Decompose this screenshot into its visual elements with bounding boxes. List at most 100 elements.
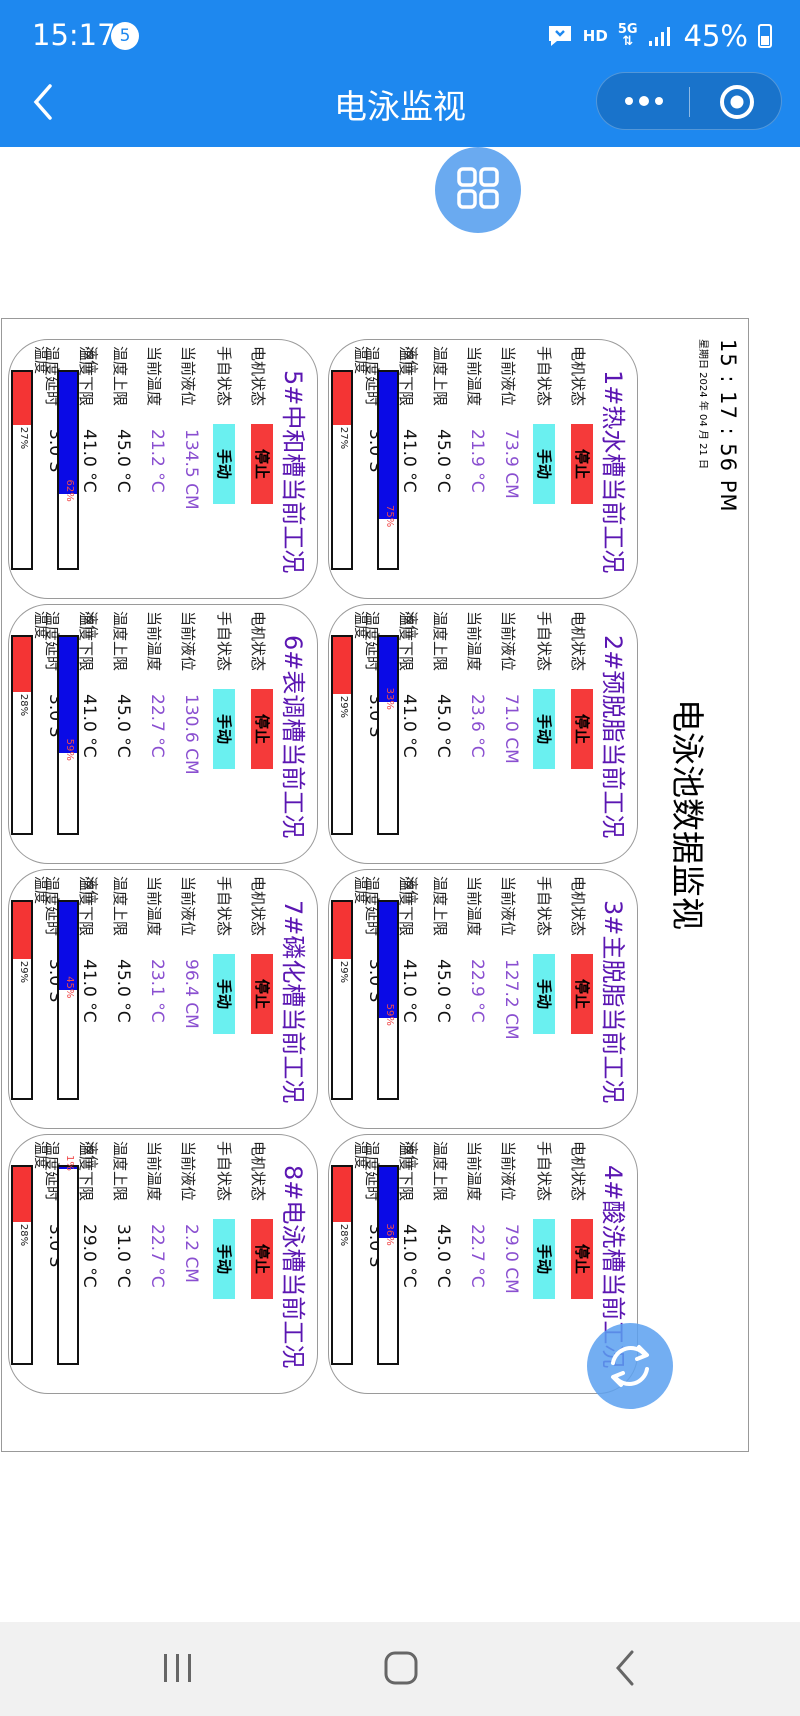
mode-label: 手自状态 [215, 876, 233, 937]
temp-lower-value: 41.0 °C [79, 694, 99, 758]
motor-status-tag: 停止 [251, 954, 273, 1034]
refresh-icon [611, 1345, 649, 1387]
tank-card: 5#中和槽当前工况 电机状态 停止 手自状态 手动 当前液位 134.5 CM 当前温度 21.… [8, 339, 318, 599]
temp-lower-value: 41.0 °C [79, 429, 99, 493]
tank-title: 8#电泳槽当前工况 [279, 1165, 307, 1369]
temp-bar-label: 温度 [32, 611, 48, 639]
tank-card: 3#主脱脂当前工况 电机状态 停止 手自状态 手动 当前液位 127.2 CM 当前温度 22.… [328, 869, 638, 1129]
tank-card: 8#电泳槽当前工况 电机状态 停止 手自状态 手动 当前液位 2.2 CM 当前温度 22.7 … [8, 1134, 318, 1394]
level-bar: 75% [377, 370, 399, 570]
back-icon[interactable] [604, 1646, 648, 1690]
temp-label: 当前温度 [145, 611, 163, 672]
temp-value: 22.7 °C [147, 694, 167, 758]
temp-bar-fill [333, 1167, 351, 1222]
home-icon[interactable] [379, 1646, 423, 1690]
level-label: 当前液位 [499, 876, 517, 937]
level-percent: 36% [384, 1223, 395, 1246]
temp-bar-label: 温度 [352, 611, 368, 639]
mode-status-tag: 手动 [213, 954, 235, 1034]
temp-bar-fill [333, 637, 351, 694]
mode-label: 手自状态 [535, 1141, 553, 1202]
tank-title: 6#表调槽当前工况 [279, 635, 307, 839]
mode-label: 手自状态 [215, 346, 233, 407]
level-label: 当前液位 [179, 1141, 197, 1202]
temp-lower-value: 41.0 °C [399, 429, 419, 493]
mini-program-capsule [596, 72, 782, 130]
temp-percent: 27% [18, 426, 29, 450]
upper-label: 温度上限 [431, 1141, 449, 1202]
temp-upper-value: 45.0 °C [433, 429, 453, 493]
mode-status-tag: 手动 [533, 424, 555, 504]
mode-label: 手自状态 [535, 876, 553, 937]
motor-label: 电机状态 [249, 1141, 267, 1202]
motor-status-tag: 停止 [571, 689, 593, 769]
motor-label: 电机状态 [569, 346, 587, 407]
temp-bar: 29% [11, 900, 33, 1100]
temp-label: 当前温度 [465, 611, 483, 672]
level-bar-label: 液位 [402, 1141, 418, 1169]
temp-label: 当前温度 [465, 1141, 483, 1202]
chat-notify-icon [548, 26, 571, 46]
mode-status-tag: 手动 [213, 424, 235, 504]
mode-status-tag: 手动 [533, 1219, 555, 1299]
level-bar-fill [379, 902, 397, 1018]
motor-label: 电机状态 [249, 876, 267, 937]
temp-bar-label: 温度 [32, 1141, 48, 1169]
motor-status-tag: 停止 [251, 689, 273, 769]
grid-menu-button[interactable] [435, 147, 521, 233]
upper-label: 温度上限 [431, 876, 449, 937]
temp-percent: 27% [338, 426, 349, 450]
tank-title: 7#磷化槽当前工况 [279, 900, 307, 1104]
temp-value: 22.7 °C [467, 1224, 487, 1288]
temp-percent: 28% [18, 1223, 29, 1247]
tank-card: 6#表调槽当前工况 电机状态 停止 手自状态 手动 当前液位 130.6 CM 当前温度 22.… [8, 604, 318, 864]
level-value: 79.0 CM [501, 1224, 521, 1294]
motor-label: 电机状态 [569, 1141, 587, 1202]
level-label: 当前液位 [179, 611, 197, 672]
temp-lower-value: 41.0 °C [399, 1224, 419, 1288]
level-percent: 59% [384, 1003, 395, 1026]
more-dots-icon[interactable] [621, 83, 667, 119]
motor-status-tag: 停止 [571, 1219, 593, 1299]
temp-upper-value: 45.0 °C [433, 694, 453, 758]
grid-icon [457, 167, 499, 209]
date: 星期日 2024 年 04 月 21 日 [697, 339, 708, 469]
level-value: 2.2 CM [181, 1224, 201, 1283]
level-bar-label: 液位 [402, 876, 418, 904]
temp-bar-fill [333, 372, 351, 425]
level-bar: 33% [377, 635, 399, 835]
temp-bar-fill [333, 902, 351, 959]
level-bar-label: 液位 [402, 611, 418, 639]
temp-bar-fill [13, 1167, 31, 1222]
tank-title: 2#预脱脂当前工况 [599, 635, 627, 839]
level-bar: 59% [57, 635, 79, 835]
upper-label: 温度上限 [111, 346, 129, 407]
temp-bar: 27% [11, 370, 33, 570]
target-icon[interactable] [719, 84, 755, 120]
mode-label: 手自状态 [535, 611, 553, 672]
motor-status-tag: 停止 [251, 424, 273, 504]
refresh-button[interactable] [587, 1323, 673, 1409]
temp-lower-value: 41.0 °C [79, 959, 99, 1023]
level-percent: 1% [64, 1154, 75, 1171]
level-label: 当前液位 [499, 1141, 517, 1202]
recent-apps-icon[interactable] [156, 1646, 200, 1690]
system-nav-bar [0, 1622, 800, 1716]
level-label: 当前液位 [499, 611, 517, 672]
dashboard-frame: 15 : 17 : 56 PM 星期日 2024 年 04 月 21 日 电泳池… [1, 318, 749, 1452]
page-title: 电泳监视 [334, 87, 466, 126]
mode-status-tag: 手动 [213, 689, 235, 769]
temp-upper-value: 31.0 °C [113, 1224, 133, 1288]
network-type: 5G ⇅ [617, 22, 638, 49]
level-value: 96.4 CM [181, 959, 201, 1029]
temp-value: 23.1 °C [147, 959, 167, 1023]
upper-label: 温度上限 [111, 1141, 129, 1202]
chevron-left-icon[interactable] [28, 82, 58, 122]
level-value: 71.0 CM [501, 694, 521, 764]
mode-status-tag: 手动 [533, 689, 555, 769]
motor-status-tag: 停止 [251, 1219, 273, 1299]
motor-label: 电机状态 [569, 611, 587, 672]
level-percent: 33% [384, 687, 395, 710]
level-bar: 36% [377, 1165, 399, 1365]
status-icons: HD 5G ⇅ 45% [547, 18, 772, 54]
